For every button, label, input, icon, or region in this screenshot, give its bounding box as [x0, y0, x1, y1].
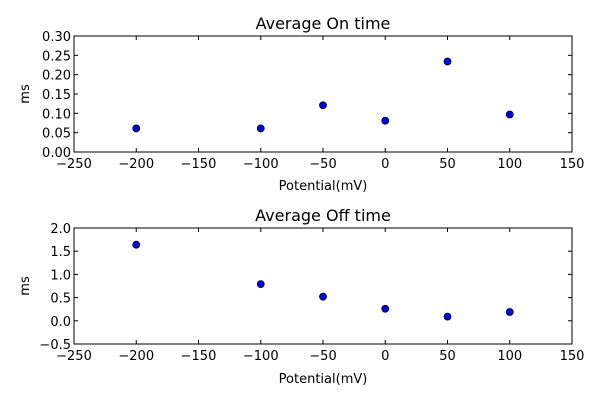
y-tick-label: 0.25	[42, 49, 71, 64]
x-tick-label: −50	[309, 157, 336, 172]
x-tick-label: −50	[309, 349, 336, 364]
data-point	[319, 101, 327, 110]
data-point	[443, 312, 452, 321]
chart-title: Average Off time	[255, 206, 391, 225]
subplot-off-time: Average Off time −250 −200 −150 −100 −50 0 50 1…	[18, 206, 584, 387]
data-point	[319, 292, 327, 301]
y-tick-label: 0.20	[42, 69, 71, 84]
data-points	[132, 240, 514, 321]
y-tick-label: 0.15	[42, 88, 71, 103]
chart-title: Average On time	[256, 14, 391, 33]
x-tick-label: 150	[560, 157, 585, 172]
y-tick-label: 0.10	[42, 107, 71, 122]
x-tick-label: −150	[181, 349, 217, 364]
y-tick-label: 2.0	[50, 222, 71, 237]
x-ticks: −250 −200 −150 −100 −50 0 50 100 150	[56, 36, 584, 172]
subplot-on-time: Average On time −250 −200 −150 −100 −50 0 50 10…	[18, 14, 584, 194]
y-tick-label: 0.30	[42, 30, 71, 45]
data-point	[381, 116, 390, 125]
x-tick-label: −100	[243, 349, 279, 364]
y-tick-label: −0.5	[39, 338, 71, 353]
x-tick-label: 50	[439, 349, 456, 364]
y-ticks: −0.5 0.0 0.5 1.0 1.5 2.0	[39, 222, 572, 353]
x-tick-label: 100	[497, 349, 522, 364]
x-tick-label: 100	[497, 157, 522, 172]
plot-frame	[73, 35, 573, 153]
data-point	[256, 280, 265, 289]
x-axis-label: Potential(mV)	[279, 179, 368, 194]
y-ticks: 0.00 0.05 0.10 0.15 0.20 0.25 0.30	[42, 30, 572, 161]
x-tick-label: −250	[56, 349, 92, 364]
y-tick-label: 0.5	[50, 292, 71, 307]
data-point	[256, 124, 265, 133]
x-tick-label: 50	[439, 157, 456, 172]
data-points	[132, 57, 514, 133]
x-tick-label: 150	[560, 349, 585, 364]
y-tick-label: 1.0	[50, 268, 71, 283]
y-tick-label: 1.5	[50, 245, 71, 260]
x-tick-label: −150	[181, 157, 217, 172]
data-point	[132, 124, 141, 133]
x-tick-label: −200	[118, 349, 154, 364]
data-point	[381, 304, 390, 313]
x-tick-label: −100	[243, 157, 279, 172]
y-axis-label: ms	[18, 276, 33, 296]
x-ticks: −250 −200 −150 −100 −50 0 50 100 150	[56, 228, 584, 364]
x-tick-label: 0	[381, 349, 389, 364]
y-axis-label: ms	[18, 84, 33, 104]
x-tick-label: −200	[118, 157, 154, 172]
data-point	[443, 57, 452, 66]
x-tick-label: 0	[381, 157, 389, 172]
data-point	[505, 308, 514, 316]
plot-frame	[73, 227, 573, 345]
x-tick-label: −250	[56, 157, 92, 172]
y-tick-label: 0.00	[42, 146, 71, 161]
data-point	[132, 240, 141, 249]
x-axis-label: Potential(mV)	[279, 372, 368, 387]
y-tick-label: 0.05	[42, 127, 71, 142]
y-tick-label: 0.0	[50, 315, 71, 330]
data-point	[505, 110, 514, 119]
